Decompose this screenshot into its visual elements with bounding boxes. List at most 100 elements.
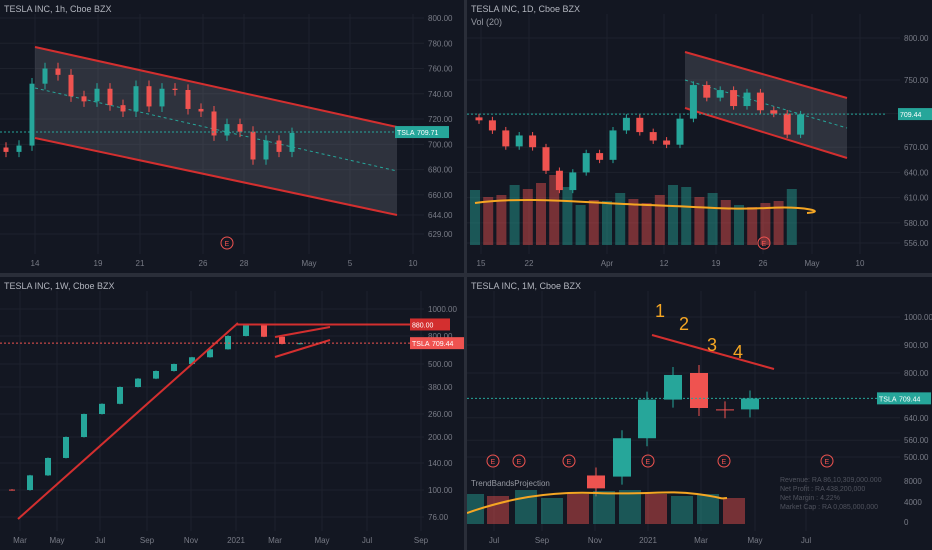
stat-line: Net Margin : 4.22% — [780, 495, 840, 502]
y-tick-label: 610.00 — [904, 194, 929, 203]
pane-divider-horizontal[interactable] — [0, 273, 932, 277]
y-tick-label: 500.00 — [428, 360, 453, 369]
x-tick-label: 19 — [712, 259, 721, 268]
chart-1h-canvas[interactable]: 800.00 780.00 760.00 740.00 720.00 700.00 680.… — [0, 0, 464, 273]
y-tick-label: 260.00 — [428, 410, 453, 419]
y-tick-label: 640.00 — [904, 168, 929, 177]
y-tick-label: 629.00 — [428, 230, 453, 239]
x-tick-label: 14 — [31, 259, 40, 268]
price-candle — [189, 357, 195, 364]
price-candle — [716, 409, 734, 411]
last-price-tag: 709.44 — [898, 108, 932, 121]
indicator-label[interactable]: TrendBandsProjection — [471, 479, 550, 488]
price-candle — [117, 387, 123, 404]
volume-bar — [483, 197, 494, 245]
wave-label: 4 — [733, 342, 743, 362]
earnings-badge-text: E — [517, 459, 522, 466]
x-tick-label: Jul — [801, 536, 811, 545]
x-tick-label: 28 — [240, 259, 249, 268]
last-price-tag: TSLA 709.71 — [395, 126, 449, 139]
chart-pane-1d[interactable]: 800.00750.00710.00670.00640.00610.00580.… — [467, 0, 932, 273]
volume-bar — [641, 203, 652, 245]
price-candle — [289, 132, 295, 152]
y-tick-label: 0 — [904, 518, 909, 527]
y-tick-label: 8000 — [904, 477, 922, 486]
earnings-badge — [512, 454, 526, 468]
chart-1m-canvas[interactable]: 1000.00 900.00 800.00 640.00 560.00 500.00 800… — [467, 277, 932, 550]
price-candle — [224, 124, 230, 136]
y-tick-label: 140.00 — [428, 459, 453, 468]
volume-bar — [786, 189, 797, 245]
last-price-tag-value-text: 709.44 — [900, 112, 922, 119]
x-tick-label: May — [49, 536, 64, 545]
earnings-badge — [220, 236, 234, 250]
price-candle — [146, 86, 152, 107]
x-tick-label: May — [747, 536, 762, 545]
price-candle — [663, 140, 671, 145]
x-tick-label: 10 — [409, 259, 418, 268]
price-candle — [9, 489, 15, 491]
last-price-tag-symbol — [395, 126, 415, 139]
last-price-tag: TSLA 709.44 — [877, 392, 931, 405]
volume-bar — [734, 205, 744, 245]
last-price-tag: TSLA 709.44 — [410, 337, 464, 350]
price-candle — [555, 170, 563, 191]
volume-bar — [575, 205, 586, 245]
price-candle — [613, 438, 631, 477]
price-candle — [664, 374, 682, 400]
chart-1w-canvas[interactable]: 1000.00 800.00 500.00 380.00 260.00 200.00 140… — [0, 277, 464, 550]
chart-pane-1m[interactable]: 1000.00 900.00 800.00 640.00 560.00 500.00 800… — [467, 277, 932, 550]
earnings-badge — [820, 454, 834, 468]
x-tick-label: Jul — [489, 536, 499, 545]
resistance-tag-text: 880.00 — [412, 322, 434, 329]
price-candle — [649, 132, 657, 141]
last-price-tag-symbol — [410, 337, 430, 350]
price-candle — [622, 117, 630, 131]
price-candle — [609, 130, 617, 160]
resistance-tag — [410, 318, 450, 331]
volume-indicator-label[interactable]: Vol (20) — [471, 17, 503, 27]
price-candle — [261, 324, 267, 337]
price-candle — [172, 88, 178, 90]
price-candle — [542, 147, 550, 171]
price-candle — [690, 373, 708, 408]
earnings-badge — [641, 454, 655, 468]
x-tick-label: 2021 — [639, 536, 657, 545]
chart-title: TESLA INC, 1D, Cboe BZX — [471, 4, 581, 14]
y-tick-label: 660.00 — [428, 191, 453, 200]
chart-pane-1h[interactable]: 800.00 780.00 760.00 740.00 720.00 700.00 680.… — [0, 0, 464, 273]
chart-title: TESLA INC, 1M, Cboe BZX — [471, 281, 582, 291]
price-candle — [153, 370, 159, 379]
price-candle — [81, 96, 87, 102]
y-tick-label: 740.00 — [428, 90, 453, 99]
price-candle — [529, 135, 537, 148]
last-price-tag-value-text: 709.44 — [432, 341, 454, 348]
price-candle — [582, 153, 590, 173]
x-tick-label: Apr — [601, 259, 614, 268]
volume-bar — [645, 494, 667, 524]
volume-bar — [562, 187, 573, 245]
volume-bar — [681, 187, 692, 245]
price-candle — [279, 336, 285, 344]
volume-bar — [567, 494, 589, 524]
price-candle — [211, 111, 217, 136]
chart-pane-1w[interactable]: 1000.00 800.00 500.00 380.00 260.00 200.00 140… — [0, 277, 464, 550]
price-candle — [42, 68, 48, 84]
price-candle — [703, 85, 711, 98]
price-candle — [756, 92, 764, 111]
price-candle — [55, 68, 61, 75]
price-candle — [16, 145, 22, 152]
stat-line: Net Profit : RA 438,200,000 — [780, 486, 866, 493]
trendline — [651, 334, 775, 370]
chart-title: TESLA INC, 1W, Cboe BZX — [4, 281, 115, 291]
price-candle — [63, 437, 69, 458]
y-tick-label: 800.00 — [904, 34, 929, 43]
y-tick-label: 640.00 — [904, 414, 929, 423]
price-candle — [237, 124, 243, 132]
x-tick-label: Sep — [535, 536, 550, 545]
chart-1d-canvas[interactable]: 800.00750.00710.00670.00640.00610.00580.… — [467, 0, 932, 273]
price-candle — [99, 403, 105, 414]
y-tick-label: 760.00 — [428, 65, 453, 74]
wave-label: 1 — [655, 301, 665, 321]
y-tick-label: 900.00 — [904, 341, 929, 350]
